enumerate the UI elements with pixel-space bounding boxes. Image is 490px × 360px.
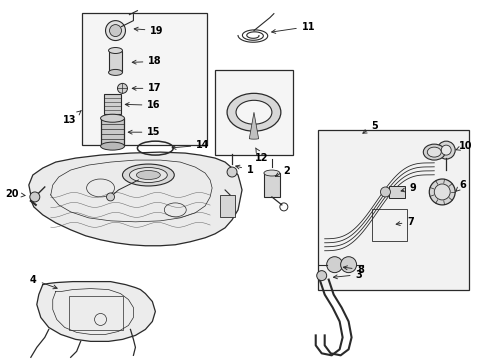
Ellipse shape <box>236 100 272 124</box>
Ellipse shape <box>129 167 167 183</box>
Ellipse shape <box>264 170 280 176</box>
Ellipse shape <box>100 114 124 122</box>
Ellipse shape <box>427 147 441 157</box>
Ellipse shape <box>122 164 174 186</box>
Text: 2: 2 <box>275 166 290 176</box>
Bar <box>215 71 293 155</box>
Text: 18: 18 <box>132 57 162 67</box>
Circle shape <box>441 145 451 155</box>
Ellipse shape <box>108 48 122 54</box>
Bar <box>390 186 405 198</box>
Circle shape <box>341 257 357 273</box>
Ellipse shape <box>136 171 160 180</box>
Bar <box>82 13 207 145</box>
Text: 4: 4 <box>30 275 57 289</box>
Bar <box>371 209 407 241</box>
Circle shape <box>437 141 455 159</box>
Text: 1: 1 <box>236 165 254 175</box>
Circle shape <box>110 24 122 37</box>
Text: 9: 9 <box>401 183 416 193</box>
Circle shape <box>118 84 127 93</box>
Text: 16: 16 <box>125 100 161 110</box>
Text: 13: 13 <box>63 111 81 125</box>
Circle shape <box>434 184 450 200</box>
Ellipse shape <box>100 142 124 150</box>
Circle shape <box>380 187 391 197</box>
Ellipse shape <box>108 69 122 75</box>
Circle shape <box>105 21 125 41</box>
Circle shape <box>30 192 40 202</box>
Polygon shape <box>37 282 155 341</box>
Text: 8: 8 <box>343 265 365 275</box>
Bar <box>264 173 280 197</box>
Bar <box>100 118 124 146</box>
Bar <box>318 130 469 289</box>
Text: 19: 19 <box>134 26 164 36</box>
Text: 7: 7 <box>396 217 414 227</box>
Bar <box>69 296 123 330</box>
Circle shape <box>429 179 455 205</box>
Text: 20: 20 <box>5 189 25 199</box>
Circle shape <box>106 193 115 201</box>
Text: 3: 3 <box>333 270 362 280</box>
Text: 11: 11 <box>271 22 315 33</box>
Text: 12: 12 <box>255 148 269 163</box>
Circle shape <box>317 271 327 280</box>
Ellipse shape <box>227 93 281 131</box>
Ellipse shape <box>423 144 445 160</box>
Text: 5: 5 <box>363 121 378 133</box>
Text: 14: 14 <box>172 140 210 150</box>
Bar <box>103 94 122 114</box>
Bar <box>220 195 235 217</box>
Wedge shape <box>249 112 259 139</box>
Circle shape <box>327 257 343 273</box>
Circle shape <box>227 167 237 177</box>
Text: 10: 10 <box>456 141 473 151</box>
Text: 17: 17 <box>132 84 162 93</box>
Polygon shape <box>29 152 242 246</box>
Bar <box>108 50 122 72</box>
Text: 15: 15 <box>128 127 161 137</box>
Text: 6: 6 <box>456 180 466 191</box>
